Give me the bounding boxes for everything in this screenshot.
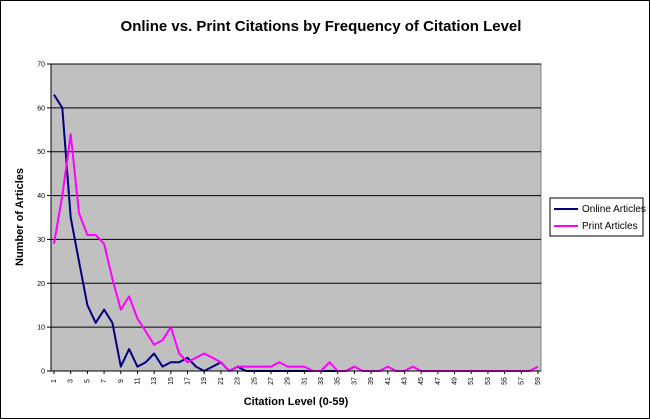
- x-tick-label: 21: [218, 377, 225, 385]
- x-tick-label: 33: [318, 377, 325, 385]
- x-tick-label: 9: [118, 379, 125, 383]
- x-tick-label: 25: [251, 377, 258, 385]
- x-tick-label: 7: [101, 379, 108, 383]
- x-tick-label: 29: [285, 377, 292, 385]
- x-tick-label: 53: [485, 377, 492, 385]
- x-tick-label: 1: [51, 379, 58, 383]
- legend-label-online: Online Articles: [582, 204, 646, 215]
- x-tick-label: 11: [134, 377, 141, 384]
- x-tick-label: 55: [502, 377, 509, 385]
- y-tick-label: 50: [37, 149, 45, 156]
- y-tick-label: 30: [37, 237, 45, 244]
- x-tick-label: 43: [401, 377, 408, 385]
- y-axis-title: Number of Articles: [14, 168, 26, 266]
- y-tick-label: 0: [41, 369, 45, 376]
- y-tick-label: 20: [37, 281, 45, 288]
- x-tick-label: 15: [168, 377, 175, 385]
- x-tick-label: 51: [468, 377, 475, 385]
- x-tick-label: 37: [351, 377, 358, 385]
- legend-label-print: Print Articles: [582, 221, 638, 232]
- chart-title: Online vs. Print Citations by Frequency …: [121, 18, 522, 35]
- x-tick-label: 35: [335, 377, 342, 385]
- x-tick-label: 17: [185, 377, 192, 385]
- x-tick-label: 59: [535, 377, 542, 385]
- x-tick-label: 47: [435, 377, 442, 385]
- x-tick-label: 23: [235, 377, 242, 385]
- x-axis-ticks: 1 3 5 7 9 11 13 15 17 19 21 23 25 27 29 31 33 35 37 39 41 43 4…: [51, 371, 542, 385]
- x-tick-label: 19: [201, 377, 208, 385]
- y-tick-label: 10: [37, 325, 45, 332]
- x-axis-title: Citation Level (0-59): [244, 396, 349, 408]
- x-tick-label: 3: [68, 379, 75, 383]
- y-tick-label: 40: [37, 193, 45, 200]
- x-tick-label: 39: [368, 377, 375, 385]
- x-tick-label: 5: [84, 379, 91, 383]
- plot-area: [50, 63, 542, 372]
- x-tick-label: 13: [151, 377, 158, 385]
- x-tick-label: 41: [385, 377, 392, 385]
- x-tick-label: 27: [268, 377, 275, 385]
- y-tick-label: 60: [37, 105, 45, 112]
- legend-box: [549, 197, 644, 237]
- y-tick-label: 70: [37, 62, 45, 69]
- legend: Online Articles Print Articles: [549, 197, 646, 237]
- x-tick-label: 31: [301, 377, 308, 385]
- grid-lines: [51, 63, 541, 328]
- x-tick-label: 45: [418, 377, 425, 385]
- x-tick-label: 57: [518, 377, 525, 385]
- x-tick-label: 49: [452, 377, 459, 385]
- y-axis-ticks: 0 10 20 30 40 50 60 70: [37, 62, 51, 376]
